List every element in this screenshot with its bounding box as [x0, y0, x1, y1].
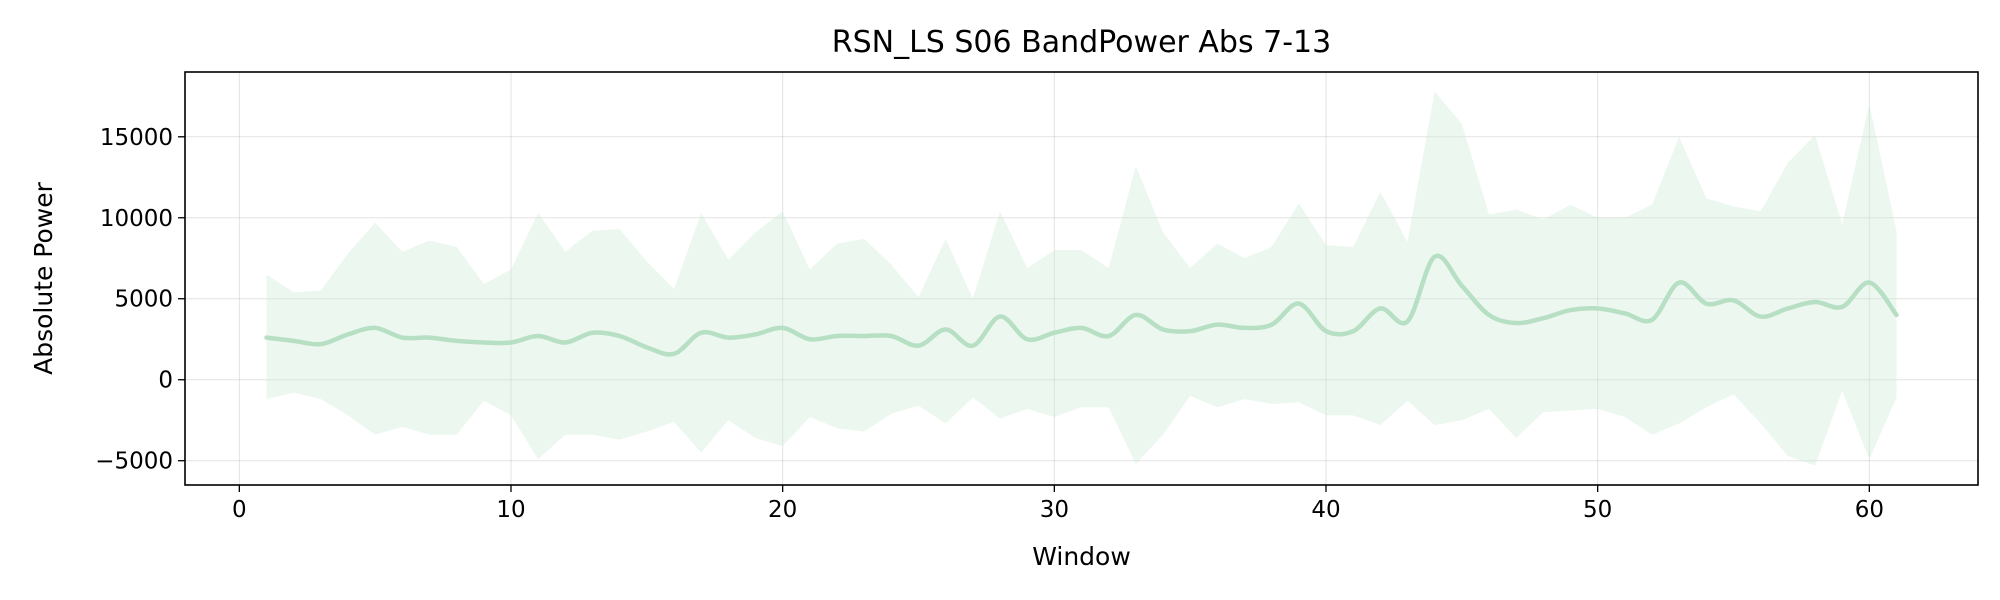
variance-band: [266, 91, 1897, 466]
grid-layer: [185, 72, 1978, 485]
x-tick-label: 10: [496, 497, 525, 523]
x-tick-label: 0: [232, 497, 247, 523]
y-tick-label: 5000: [114, 287, 173, 313]
y-tick-label: 10000: [100, 206, 173, 232]
chart-title: RSN_LS S06 BandPower Abs 7-13: [832, 25, 1331, 60]
line-layer: [264, 253, 1899, 357]
y-tick-label: 0: [158, 368, 173, 394]
y-tick-label: −5000: [95, 449, 173, 475]
x-axis-label: Window: [1032, 542, 1131, 571]
x-tick-label: 60: [1855, 497, 1884, 523]
y-tick-label: 15000: [100, 125, 173, 151]
plot-frame: [184, 71, 1979, 486]
x-tick-label: 20: [768, 497, 797, 523]
x-tick-label: 50: [1583, 497, 1612, 523]
band-layer: [266, 91, 1897, 466]
x-tick-label: 40: [1311, 497, 1340, 523]
y-axis-label: Absolute Power: [29, 181, 58, 375]
tick-layer: 0 10 20 30 40 50 60 −5000 0 5000 10000 15000: [95, 125, 1884, 523]
mean-line: [264, 253, 1899, 357]
x-tick-label: 30: [1040, 497, 1069, 523]
